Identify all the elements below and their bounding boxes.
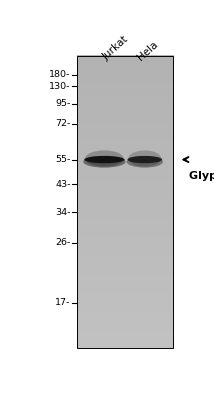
Ellipse shape (127, 156, 163, 168)
Text: 26-: 26- (55, 238, 71, 248)
Text: Glypican 1: Glypican 1 (189, 171, 214, 181)
Bar (76, 56, 173, 348)
Text: Hela: Hela (135, 39, 159, 62)
Text: Jurkat: Jurkat (101, 34, 130, 62)
Text: 17-: 17- (55, 298, 71, 308)
Text: 34-: 34- (55, 208, 71, 217)
Ellipse shape (83, 156, 126, 168)
Text: 43-: 43- (55, 180, 71, 189)
Text: 72-: 72- (55, 119, 71, 128)
Ellipse shape (84, 156, 125, 163)
Text: 55-: 55- (55, 155, 71, 164)
Ellipse shape (128, 150, 161, 166)
Ellipse shape (128, 156, 162, 163)
Ellipse shape (85, 150, 124, 166)
Text: 130-: 130- (49, 82, 71, 91)
Text: 180-: 180- (49, 70, 71, 79)
Text: 95-: 95- (55, 100, 71, 108)
